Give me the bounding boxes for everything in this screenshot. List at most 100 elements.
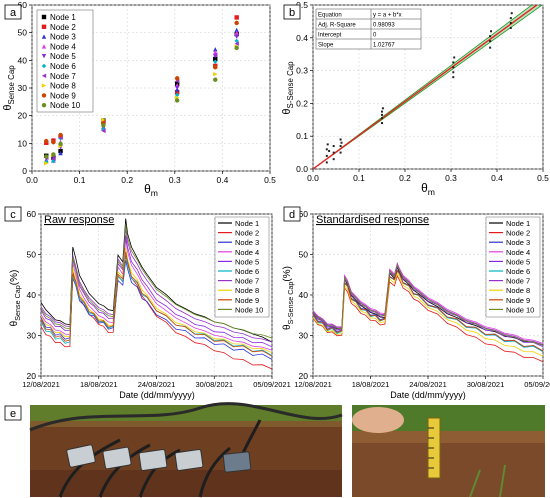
x-tick-label: 12/08/2021 bbox=[294, 380, 332, 389]
x-tick-label: 0.4 bbox=[491, 173, 503, 183]
panel-b-x-axis-label: θm bbox=[421, 181, 435, 197]
data-point bbox=[510, 12, 513, 15]
legend-label: Node 9 bbox=[506, 296, 530, 305]
y-tick-label: 30 bbox=[18, 83, 28, 93]
legend-swatch bbox=[41, 14, 47, 20]
data-point bbox=[101, 127, 106, 132]
legend-label: Node 4 bbox=[235, 248, 259, 257]
stats-table-value: 0.98093 bbox=[373, 23, 395, 29]
panel-c-letter: c bbox=[10, 209, 16, 221]
legend-label: Node 8 bbox=[235, 286, 259, 295]
data-point bbox=[452, 76, 455, 79]
y-tick-label: 0 bbox=[22, 166, 27, 176]
legend-label: Node 3 bbox=[506, 238, 530, 247]
x-tick-label: 0.5 bbox=[264, 175, 276, 185]
data-point bbox=[234, 27, 239, 33]
legend-label: Node 7 bbox=[235, 277, 259, 286]
legend-label: Node 6 bbox=[506, 267, 530, 276]
stats-table-value: y = a + b*x bbox=[373, 13, 402, 19]
legend-label: Node 5 bbox=[235, 257, 259, 266]
data-point bbox=[51, 140, 56, 145]
y-tick-label: 0.3 bbox=[296, 66, 308, 76]
data-point bbox=[381, 110, 383, 113]
legend-label: Node 10 bbox=[235, 305, 263, 314]
legend-label: Node 8 bbox=[506, 286, 530, 295]
panel-d-ticks: 12/08/2021 18/08/2021 24/08/2021 30/08/2021… bbox=[294, 209, 550, 389]
data-point bbox=[101, 128, 106, 134]
data-point bbox=[452, 71, 455, 74]
data-point bbox=[174, 76, 180, 81]
x-tick-label: 0.5 bbox=[537, 173, 549, 183]
data-point bbox=[381, 122, 383, 125]
stats-table-key: Equation bbox=[318, 13, 342, 19]
panel-d-x-axis-label: Date (dd/mm/yyyy) bbox=[390, 390, 466, 400]
legend-label: Node 6 bbox=[235, 267, 259, 276]
legend-swatch bbox=[41, 93, 47, 98]
data-point bbox=[509, 22, 512, 25]
data-point bbox=[339, 145, 342, 148]
y-tick-label: 30 bbox=[299, 331, 309, 341]
data-point bbox=[381, 113, 383, 116]
series-line bbox=[41, 252, 272, 357]
y-tick-label: 40 bbox=[299, 290, 309, 300]
panel-a-marks bbox=[44, 15, 239, 166]
y-tick-label: 0.2 bbox=[296, 98, 308, 108]
photo-left bbox=[29, 402, 343, 498]
x-tick-label: 18/08/2021 bbox=[80, 380, 118, 389]
legend-label: Node 10 bbox=[506, 305, 534, 314]
legend-swatch bbox=[41, 54, 47, 59]
data-point bbox=[174, 92, 180, 98]
data-point bbox=[44, 138, 49, 144]
legend-label: Node 4 bbox=[506, 248, 530, 257]
data-point bbox=[340, 141, 343, 144]
legend-label: Node 7 bbox=[50, 72, 76, 81]
panel-b-stats-table: Equation y = a + b*x Adj. R-Square 0.98093 I… bbox=[315, 8, 422, 50]
legend-label: Node 1 bbox=[50, 13, 76, 22]
data-point bbox=[326, 143, 329, 146]
data-point bbox=[509, 26, 512, 29]
data-point bbox=[234, 38, 239, 44]
data-point bbox=[339, 151, 342, 154]
data-point bbox=[174, 89, 180, 95]
panel-d-letter-box bbox=[283, 206, 301, 222]
x-tick-label: 24/08/2021 bbox=[138, 380, 176, 389]
data-point bbox=[234, 30, 239, 35]
legend-swatch bbox=[41, 44, 47, 49]
y-tick-label: 60 bbox=[27, 209, 37, 219]
series-line bbox=[313, 263, 543, 346]
panel-a-y-axis-label: θSense Cap bbox=[2, 65, 16, 111]
data-point bbox=[381, 117, 383, 120]
fit-line bbox=[313, 5, 538, 169]
data-point bbox=[452, 61, 455, 64]
y-tick-label: 60 bbox=[299, 209, 309, 219]
panel-e-letter: e bbox=[10, 408, 16, 420]
data-point bbox=[101, 123, 106, 128]
y-tick-label: 50 bbox=[299, 250, 309, 260]
panel-c-x-axis-label: Date (dd/mm/yyyy) bbox=[119, 390, 195, 400]
legend-label: Node 9 bbox=[50, 91, 76, 100]
panel-b-scatter-fit: 0.0 0.1 0.2 0.3 0.4 0.5 0.0 0.1 0.2 0.3 0.4 0.5 Equ… bbox=[281, 0, 549, 197]
data-point bbox=[325, 148, 328, 151]
y-tick-label: 30 bbox=[27, 331, 37, 341]
x-tick-label: 0.0 bbox=[307, 173, 319, 183]
y-tick-label: 20 bbox=[27, 371, 37, 381]
stats-table-key: Slope bbox=[318, 43, 334, 49]
x-tick-label: 30/08/2021 bbox=[195, 380, 233, 389]
data-point bbox=[332, 158, 335, 161]
x-tick-label: 0.1 bbox=[74, 175, 86, 185]
data-point bbox=[234, 45, 239, 51]
data-point bbox=[174, 85, 180, 91]
data-point bbox=[213, 59, 218, 64]
legend-label: Node 3 bbox=[50, 33, 76, 42]
x-tick-label: 0.2 bbox=[399, 173, 411, 183]
x-tick-label: 0.3 bbox=[169, 175, 181, 185]
x-tick-label: 30/08/2021 bbox=[467, 380, 505, 389]
x-tick-label: 12/08/2021 bbox=[22, 380, 60, 389]
data-point bbox=[328, 149, 331, 152]
panel-d-letter: d bbox=[289, 209, 295, 221]
panel-d-marks bbox=[313, 261, 543, 363]
data-point bbox=[51, 152, 56, 157]
